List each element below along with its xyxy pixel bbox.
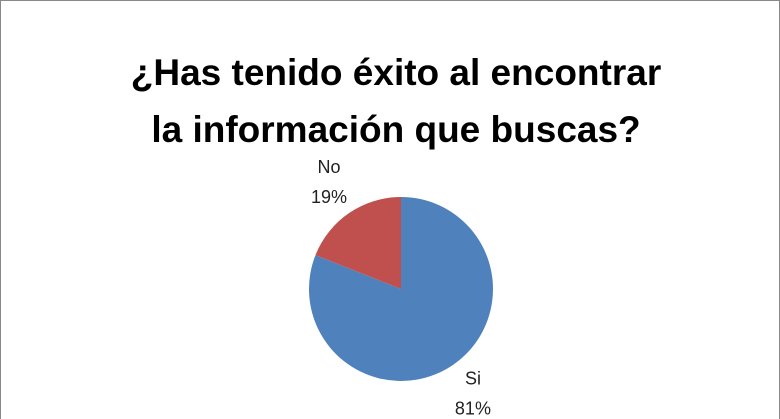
slice-value-label: 19%: [311, 187, 347, 207]
chart-title: la información que buscas?: [151, 109, 640, 150]
slice-label: Si: [465, 369, 481, 389]
pie-slice: [315, 197, 401, 289]
chart-title: ¿Has tenido éxito al encontrar: [131, 52, 661, 93]
slice-value-label: 81%: [455, 399, 491, 419]
slice-label: No: [318, 157, 341, 177]
